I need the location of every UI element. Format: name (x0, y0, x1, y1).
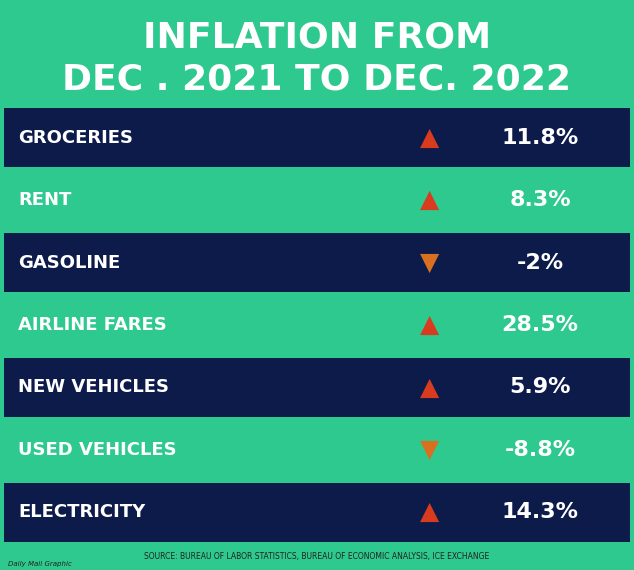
Bar (4, 170, 630, 230)
Text: USED VEHICLES: USED VEHICLES (18, 441, 177, 459)
Text: Daily Mail Graphic: Daily Mail Graphic (8, 561, 72, 567)
Text: INFLATION FROM: INFLATION FROM (143, 21, 491, 55)
Text: SOURCE: BUREAU OF LABOR STATISTICS, BUREAU OF ECONOMIC ANALYSIS, ICE EXCHANGE: SOURCE: BUREAU OF LABOR STATISTICS, BURE… (145, 552, 489, 560)
Bar (4, 295, 630, 355)
Bar (4, 233, 630, 292)
Text: 5.9%: 5.9% (509, 377, 571, 397)
Bar (4, 358, 630, 417)
Text: ▲: ▲ (420, 126, 439, 150)
Text: GROCERIES: GROCERIES (18, 129, 133, 146)
Text: GASOLINE: GASOLINE (18, 254, 120, 271)
Text: NEW VEHICLES: NEW VEHICLES (18, 378, 169, 396)
Text: 11.8%: 11.8% (501, 128, 579, 148)
Text: ▲: ▲ (420, 313, 439, 337)
Bar (4, 420, 630, 479)
Text: ELECTRICITY: ELECTRICITY (18, 503, 145, 522)
Text: RENT: RENT (18, 191, 72, 209)
Text: ▼: ▼ (420, 251, 439, 275)
Text: ▲: ▲ (420, 500, 439, 524)
Bar (4, 483, 630, 542)
Text: AIRLINE FARES: AIRLINE FARES (18, 316, 167, 334)
Bar (4, 108, 630, 168)
Text: DEC . 2021 TO DEC. 2022: DEC . 2021 TO DEC. 2022 (63, 63, 571, 97)
Text: ▲: ▲ (420, 376, 439, 400)
Text: ▼: ▼ (420, 438, 439, 462)
Text: 8.3%: 8.3% (509, 190, 571, 210)
Text: ▲: ▲ (420, 188, 439, 212)
Text: -8.8%: -8.8% (505, 440, 576, 460)
Text: -2%: -2% (517, 253, 564, 272)
Text: 14.3%: 14.3% (501, 502, 578, 522)
Text: 28.5%: 28.5% (501, 315, 578, 335)
